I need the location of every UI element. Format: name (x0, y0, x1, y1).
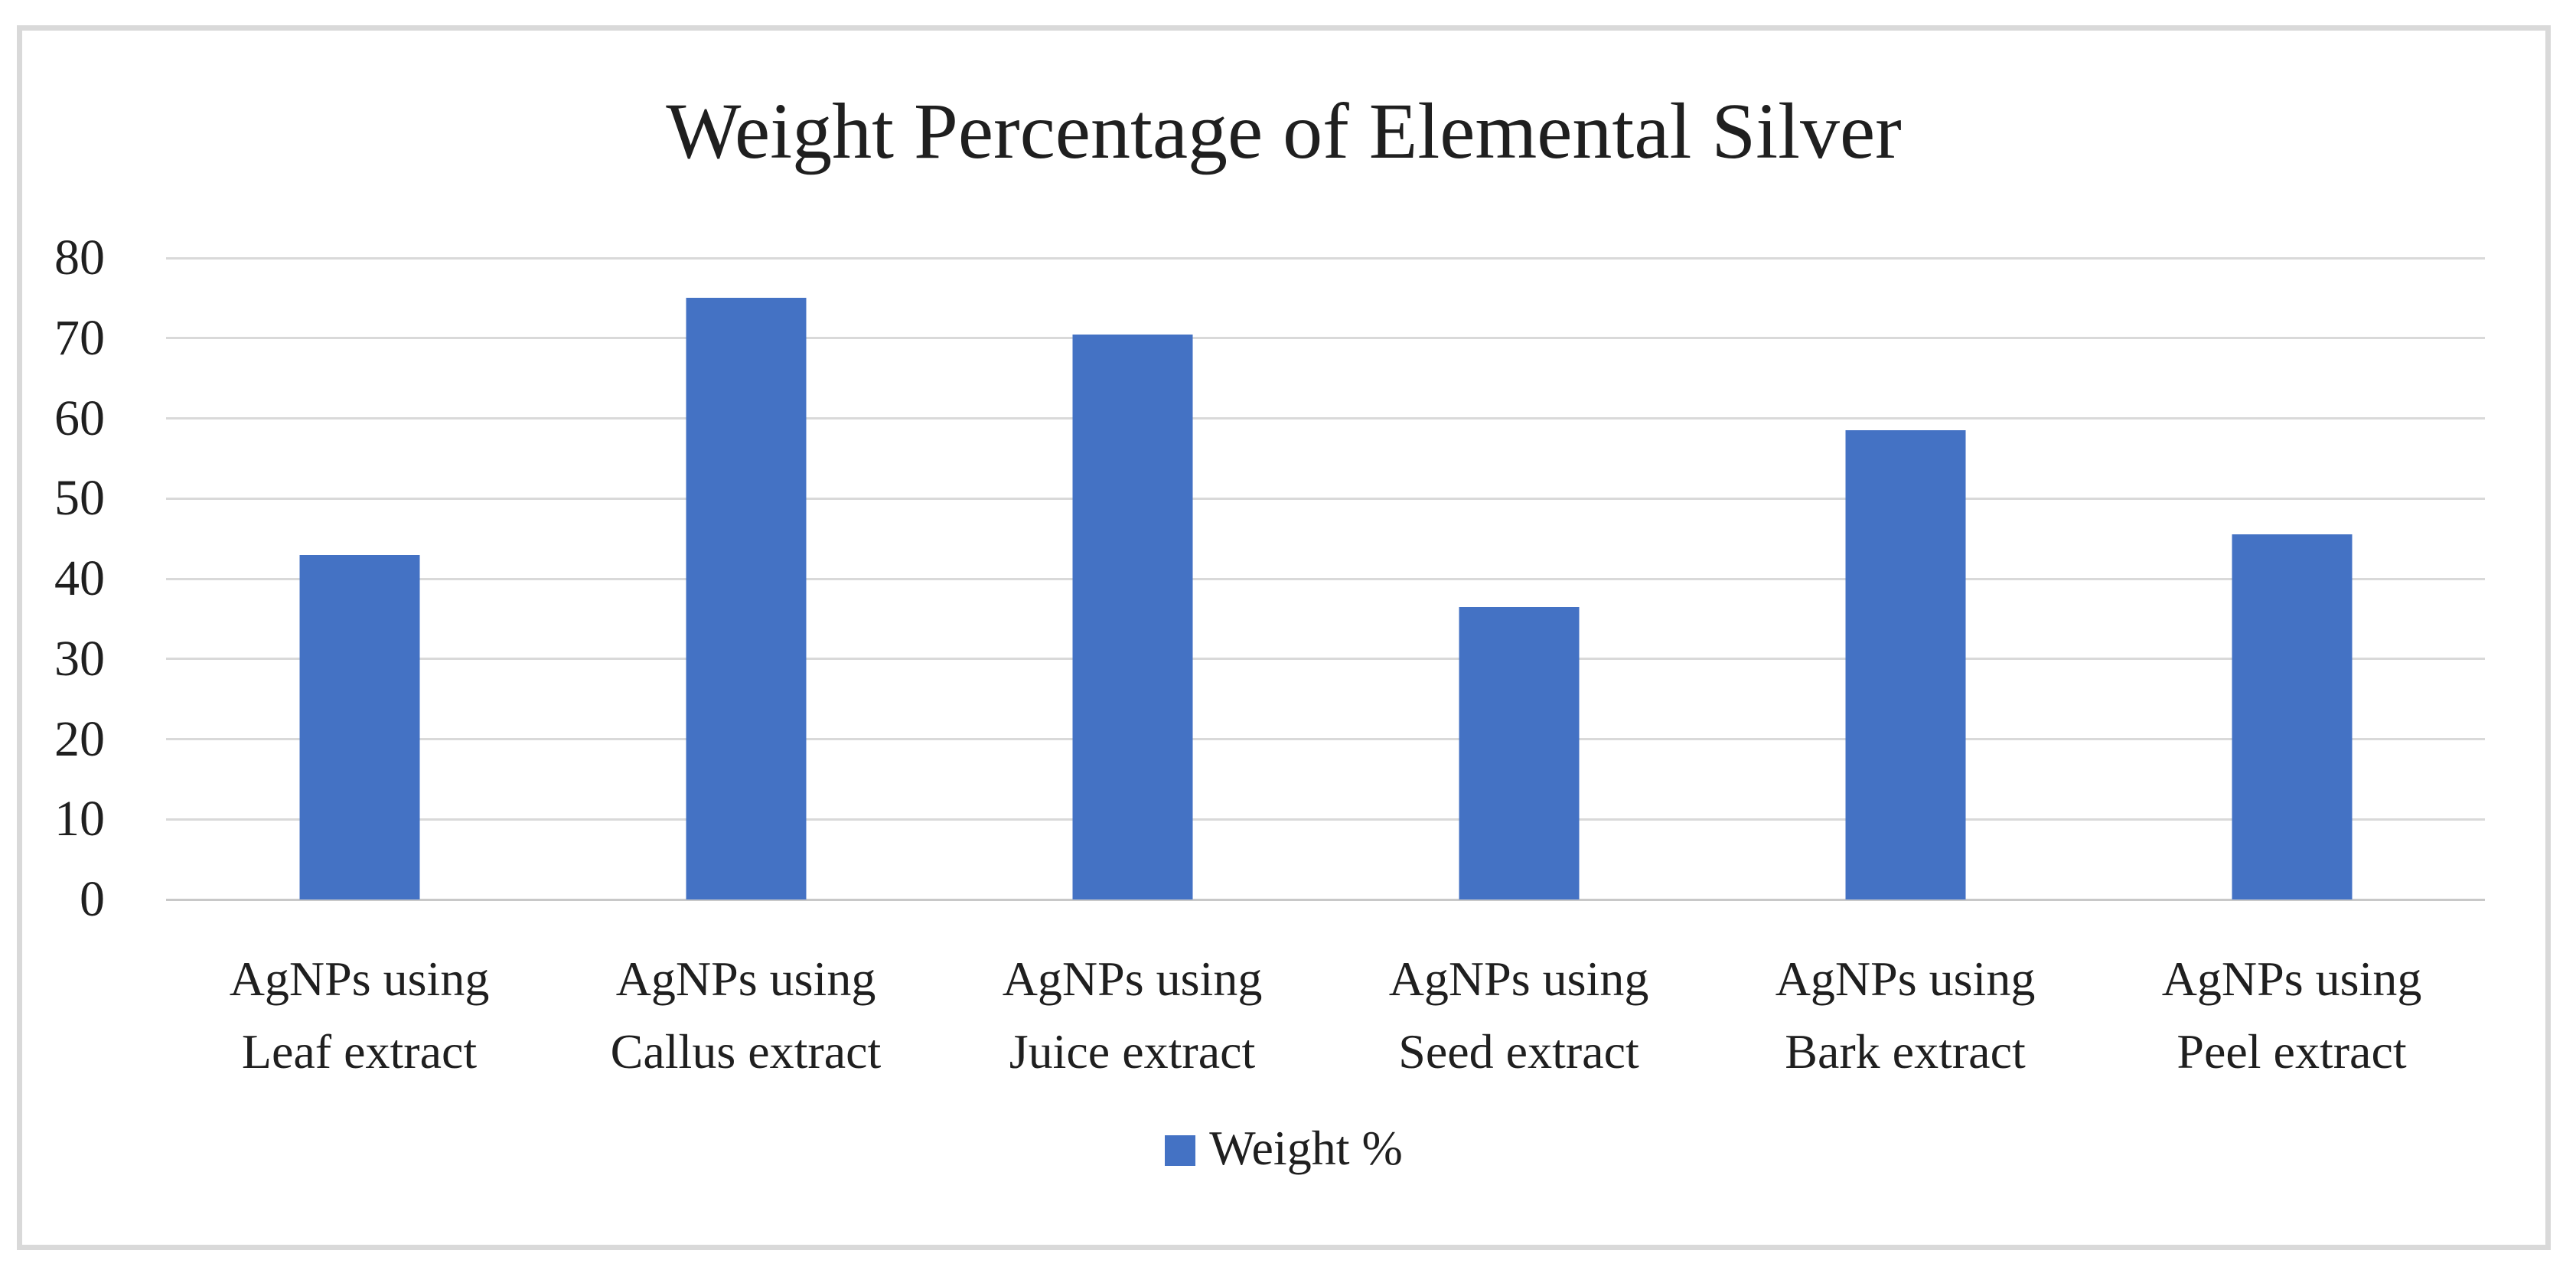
y-tick-label-30: 30 (54, 630, 105, 687)
plot-area: 0 10 20 30 40 50 60 70 80 (54, 233, 2485, 925)
y-tick-label-20: 20 (54, 710, 105, 767)
gridline-y-80 (166, 256, 2485, 260)
y-tick-label-80: 80 (54, 230, 105, 286)
legend-label: Weight % (1209, 1121, 1403, 1175)
y-tick-label-40: 40 (54, 550, 105, 606)
x-category-label-6-line1: AgNPs using (2161, 952, 2422, 1006)
gridline-y-10 (166, 818, 2485, 821)
gridline-y-30 (166, 658, 2485, 661)
x-category-label-5-line2: Bark extract (1785, 1024, 2026, 1079)
x-category-label-4: AgNPs using Seed extract (1335, 943, 1703, 1088)
x-category-label-5: AgNPs using Bark extract (1722, 943, 2089, 1088)
y-tick-label-50: 50 (54, 470, 105, 527)
y-tick-label-0: 0 (80, 871, 105, 927)
x-category-label-2-line2: Callus extract (610, 1024, 882, 1079)
gridline-y-70 (166, 337, 2485, 340)
x-category-label-2: AgNPs using Callus extract (562, 943, 930, 1088)
gridline-y-60 (166, 417, 2485, 420)
y-tick-label-10: 10 (54, 791, 105, 847)
x-category-label-6: AgNPs using Peel extract (2108, 943, 2476, 1088)
x-category-label-1: AgNPs using Leaf extract (176, 943, 543, 1088)
gridline-y-50 (166, 497, 2485, 500)
bar-5 (1845, 430, 1965, 899)
bar-2 (686, 298, 806, 899)
y-tick-label-70: 70 (54, 309, 105, 366)
bar-3 (1072, 334, 1192, 899)
bar-6 (2232, 534, 2352, 899)
x-category-label-3-line2: Juice extract (1009, 1024, 1256, 1079)
legend-color-swatch (1165, 1135, 1196, 1166)
x-axis-baseline (166, 898, 2485, 901)
x-category-label-1-line1: AgNPs using (229, 952, 490, 1006)
x-category-label-3-line1: AgNPs using (1002, 952, 1263, 1006)
bar-4 (1459, 606, 1579, 899)
x-category-label-4-line2: Seed extract (1398, 1024, 1639, 1079)
x-category-label-3: AgNPs using Juice extract (949, 943, 1316, 1088)
bar-1 (299, 554, 419, 899)
gridline-y-40 (166, 577, 2485, 580)
x-category-label-4-line1: AgNPs using (1388, 952, 1649, 1006)
chart-title: Weight Percentage of Elemental Silver (666, 87, 1902, 175)
x-category-label-1-line2: Leaf extract (241, 1024, 478, 1079)
y-tick-label-60: 60 (54, 390, 105, 446)
gridline-y-20 (166, 738, 2485, 740)
x-category-label-6-line2: Peel extract (2177, 1024, 2407, 1079)
x-axis-category-labels: AgNPs using Leaf extract AgNPs using Callus… (166, 943, 2485, 1112)
x-category-label-5-line1: AgNPs using (1775, 952, 2036, 1006)
legend: Weight % (22, 1124, 2545, 1177)
chart-frame: Weight Percentage of Elemental Silver 0 1… (17, 25, 2551, 1250)
x-category-label-2-line1: AgNPs using (615, 952, 876, 1006)
